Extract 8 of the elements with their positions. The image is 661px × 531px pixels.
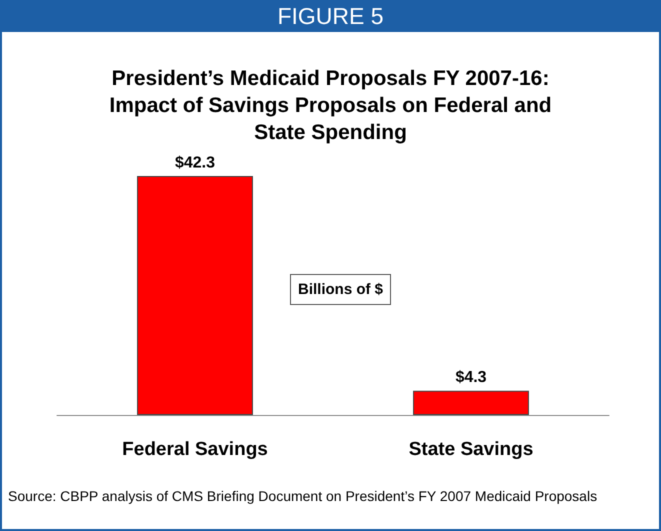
chart-title: FIGURE 5 — [2, 0, 659, 32]
x-tick-label: State Savings — [408, 439, 534, 460]
annotation: Billions of $ — [298, 281, 384, 298]
source-note: Source: CBPP analysis of CMS Briefing Document on President’s FY 2007 Medicaid Proposals — [8, 487, 598, 505]
data-label: $4.3 — [455, 369, 487, 386]
x-tick-label: Federal Savings — [122, 439, 268, 460]
data-label: $42.3 — [174, 154, 216, 172]
chart-subtitle: President’s Medicaid Proposals FY 2007-16: Impact of Savings Proposals on Federal and State Spending — [109, 67, 552, 144]
